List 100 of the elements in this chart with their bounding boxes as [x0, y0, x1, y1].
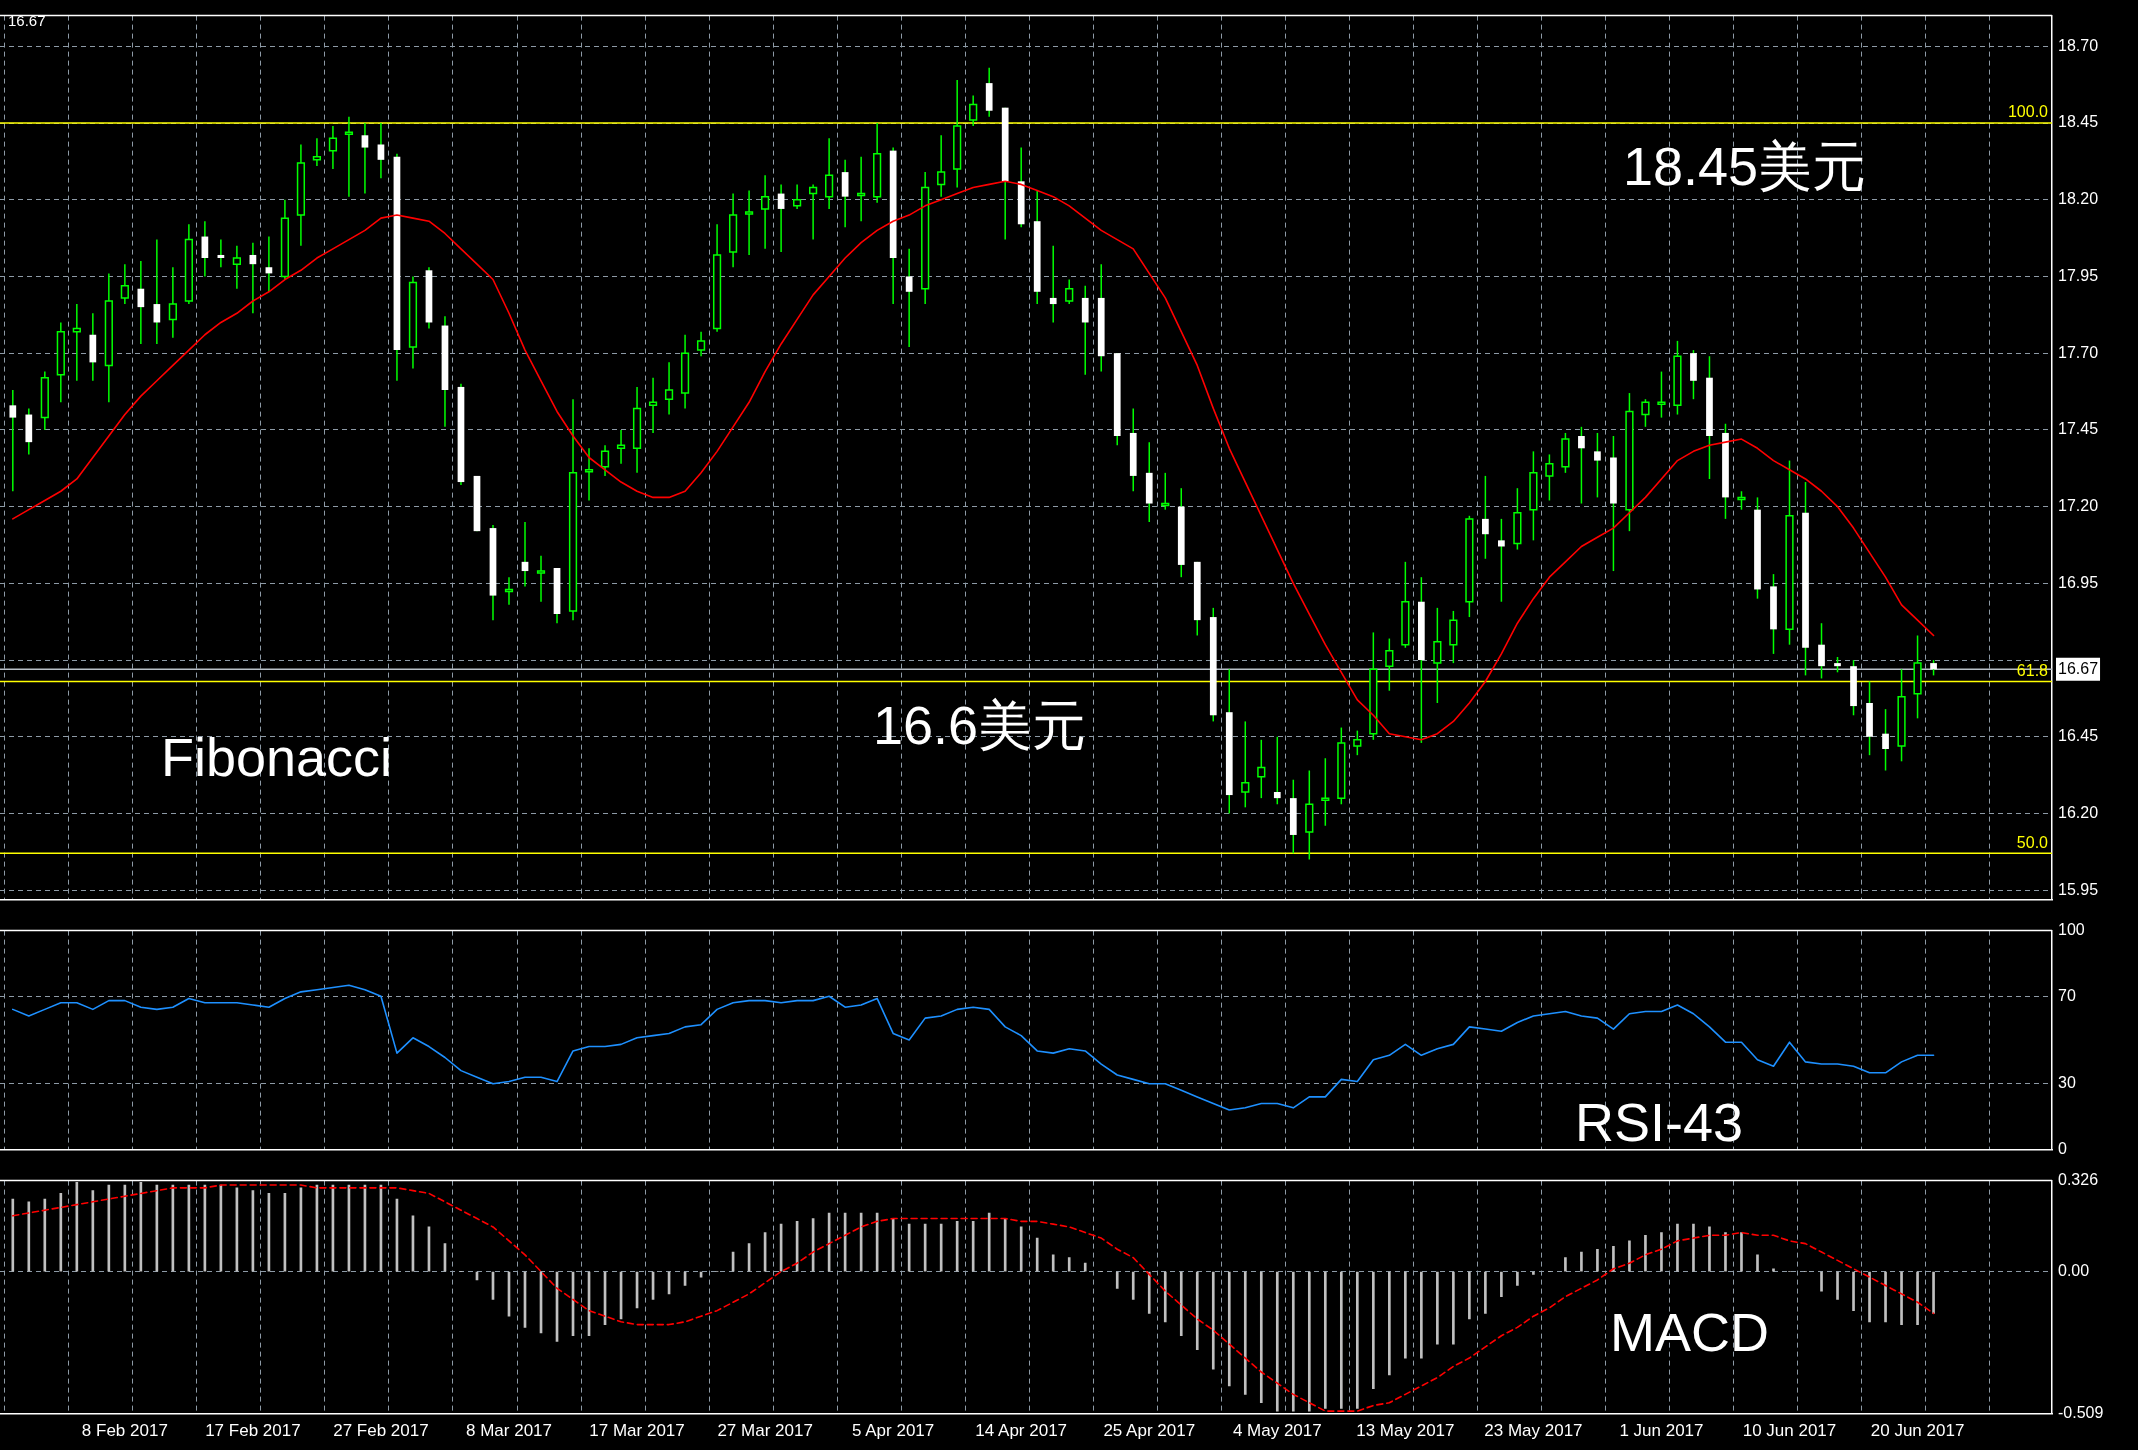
bar [1227, 1271, 1231, 1387]
candlestick [1049, 245, 1057, 324]
y-tick-label: 0.00 [2058, 1261, 2090, 1279]
line-series [12, 1184, 1935, 1412]
bar [1051, 1254, 1055, 1272]
bar [27, 1201, 31, 1272]
bar [1003, 1218, 1007, 1272]
candlestick [1882, 708, 1889, 772]
bar [1836, 1271, 1839, 1300]
x-tick-label: 10 Jun 2017 [1742, 1421, 1837, 1441]
bar [1163, 1271, 1167, 1323]
y-tick-label: 16.95 [2058, 573, 2099, 591]
x-tick-label: 20 Jun 2017 [1870, 1421, 1965, 1441]
y-tick-label: 16.45 [2058, 727, 2099, 745]
bar [1516, 1271, 1519, 1286]
x-tick-label: 17 Feb 2017 [205, 1421, 301, 1441]
bar [1323, 1271, 1327, 1409]
bar [987, 1212, 991, 1272]
x-tick-label: 27 Mar 2017 [717, 1421, 813, 1441]
annotation: 16.67 [8, 12, 46, 30]
candlestick [905, 248, 913, 348]
bar [1356, 1271, 1359, 1409]
y-tick-label: 0 [2058, 1139, 2067, 1157]
x-tick-label: 1 Jun 2017 [1619, 1421, 1704, 1441]
bar [1644, 1234, 1647, 1272]
bar [1564, 1257, 1567, 1272]
bar [1404, 1271, 1407, 1359]
bar [1388, 1271, 1391, 1376]
y-tick-label: 18.70 [2058, 36, 2099, 54]
candlestick [361, 122, 369, 195]
bar [1307, 1271, 1311, 1412]
bar [1291, 1271, 1295, 1412]
bar [1740, 1232, 1743, 1272]
bar [43, 1198, 47, 1272]
x-tick-label: 4 May 2017 [1232, 1421, 1322, 1441]
bar [1083, 1262, 1087, 1272]
candlestick [1578, 426, 1585, 505]
bar [1259, 1271, 1263, 1404]
candlestick [1273, 736, 1281, 806]
y-tick-label: 17.20 [2058, 497, 2099, 515]
y-tick-label: 17.45 [2058, 420, 2099, 438]
bar [1916, 1271, 1919, 1325]
annotation: 18.45美元 [1623, 135, 1867, 196]
bar [1532, 1271, 1535, 1275]
bar [1275, 1271, 1279, 1412]
y-tick-label: 18.45 [2058, 113, 2099, 131]
bar [1147, 1271, 1151, 1314]
bar [1484, 1271, 1487, 1314]
bar [1628, 1240, 1631, 1272]
candlestick [1482, 475, 1489, 560]
y-tick-label: 16.20 [2058, 803, 2099, 821]
bar [1580, 1251, 1583, 1272]
annotation: Fibonacci [161, 726, 393, 787]
bar [1452, 1271, 1455, 1345]
bar [1131, 1271, 1135, 1300]
y-tick-label: 100 [2058, 921, 2085, 939]
bar [1868, 1271, 1871, 1323]
annotation: 100.0 [2007, 103, 2049, 121]
bar [1692, 1223, 1695, 1272]
y-tick-label: 70 [2058, 986, 2076, 1004]
bar [1596, 1248, 1599, 1272]
candlestick [137, 260, 145, 345]
bar [1676, 1223, 1679, 1272]
bar [1820, 1271, 1823, 1292]
x-tick-label: 23 May 2017 [1484, 1421, 1583, 1441]
y-tick-label: 30 [2058, 1074, 2076, 1092]
bar [1756, 1254, 1759, 1272]
annotation: 50.0 [2016, 833, 2049, 851]
bar [11, 1198, 15, 1272]
text: RSI-43 [1575, 1091, 1744, 1152]
bar [1932, 1271, 1935, 1314]
candlestick [1594, 432, 1601, 499]
bar [59, 1193, 63, 1272]
candlestick [377, 122, 385, 179]
bar [1067, 1257, 1071, 1272]
y-tick-label: 15.95 [2058, 880, 2099, 898]
bar [1372, 1271, 1375, 1390]
candlestick [1818, 622, 1825, 680]
bar [955, 1221, 959, 1272]
y-tick-label: 16.67 [2058, 659, 2099, 677]
x-tick-label: 25 Apr 2017 [1103, 1421, 1196, 1441]
bar [1724, 1232, 1727, 1272]
bar [1211, 1271, 1215, 1370]
y-tick-label: 0.326 [2058, 1171, 2099, 1189]
bar [1772, 1268, 1775, 1272]
candlestick [9, 389, 17, 493]
x-tick-label: 5 Apr 2017 [852, 1421, 935, 1441]
bar [1436, 1271, 1439, 1345]
text: MACD [1610, 1301, 1769, 1362]
bar [1179, 1271, 1183, 1337]
candlestick [1498, 518, 1505, 603]
x-tick-label: 8 Mar 2017 [466, 1421, 552, 1441]
bar [1019, 1226, 1023, 1272]
bar [1339, 1271, 1343, 1409]
bar [1420, 1271, 1423, 1359]
y-tick-label: 17.95 [2058, 266, 2099, 284]
bar [1900, 1271, 1903, 1325]
bar [1852, 1271, 1855, 1311]
bar [971, 1221, 975, 1272]
y-tick-label: 18.20 [2058, 190, 2099, 208]
